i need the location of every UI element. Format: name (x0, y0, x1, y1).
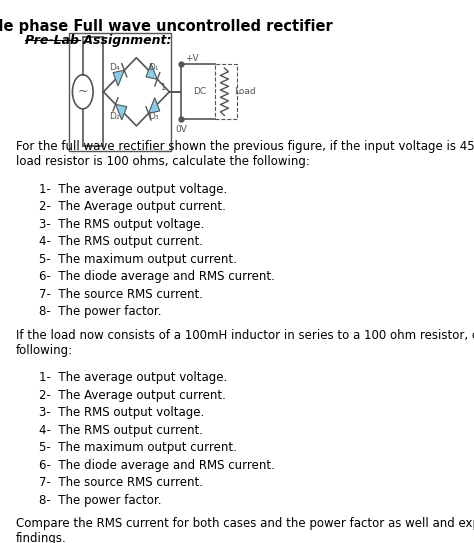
Text: Pre-Lab Assignment:: Pre-Lab Assignment: (25, 34, 171, 47)
Text: 6-  The diode average and RMS current.: 6- The diode average and RMS current. (39, 459, 275, 472)
Text: Compare the RMS current for both cases and the power factor as well and explain : Compare the RMS current for both cases a… (16, 517, 474, 543)
Text: 1-  The average output voltage.: 1- The average output voltage. (39, 371, 227, 384)
Text: D₁: D₁ (148, 62, 159, 72)
Text: 2-  The Average output current.: 2- The Average output current. (39, 389, 226, 402)
Text: 3-  The RMS output voltage.: 3- The RMS output voltage. (39, 406, 204, 419)
Text: ~: ~ (78, 85, 88, 98)
Polygon shape (113, 70, 124, 86)
Text: +V: +V (185, 54, 199, 63)
Text: 3-  The RMS output voltage.: 3- The RMS output voltage. (39, 218, 204, 231)
Text: D₄: D₄ (109, 62, 119, 72)
Text: 6-  The diode average and RMS current.: 6- The diode average and RMS current. (39, 270, 275, 283)
Polygon shape (148, 98, 160, 113)
Polygon shape (116, 104, 127, 120)
Text: D₃: D₃ (148, 112, 159, 121)
Text: 4-  The RMS output current.: 4- The RMS output current. (39, 424, 203, 437)
Text: D₂: D₂ (109, 112, 119, 121)
Text: 2-  The Average output current.: 2- The Average output current. (39, 200, 226, 213)
Text: 1: 1 (160, 83, 166, 92)
Text: 0V: 0V (175, 125, 187, 134)
Text: 5-  The maximum output current.: 5- The maximum output current. (39, 253, 237, 266)
Text: Load: Load (235, 87, 256, 96)
Text: 7-  The source RMS current.: 7- The source RMS current. (39, 476, 203, 489)
Text: For the full wave rectifier shown the previous figure, if the input voltage is 4: For the full wave rectifier shown the pr… (16, 140, 474, 168)
Text: 1-  The average output voltage.: 1- The average output voltage. (39, 182, 227, 195)
Polygon shape (146, 64, 157, 79)
Circle shape (73, 75, 93, 109)
Text: If the load now consists of a 100mH inductor in series to a 100 ohm resistor, ca: If the load now consists of a 100mH indu… (16, 329, 474, 357)
Text: 7-  The source RMS current.: 7- The source RMS current. (39, 288, 203, 301)
Text: 8-  The power factor.: 8- The power factor. (39, 494, 161, 507)
Text: Single phase Full wave uncontrolled rectifier: Single phase Full wave uncontrolled rect… (0, 20, 333, 34)
Text: 4-  The RMS output current.: 4- The RMS output current. (39, 235, 203, 248)
Text: 5-  The maximum output current.: 5- The maximum output current. (39, 441, 237, 454)
Text: 8-  The power factor.: 8- The power factor. (39, 305, 161, 318)
Text: DC: DC (193, 87, 207, 96)
